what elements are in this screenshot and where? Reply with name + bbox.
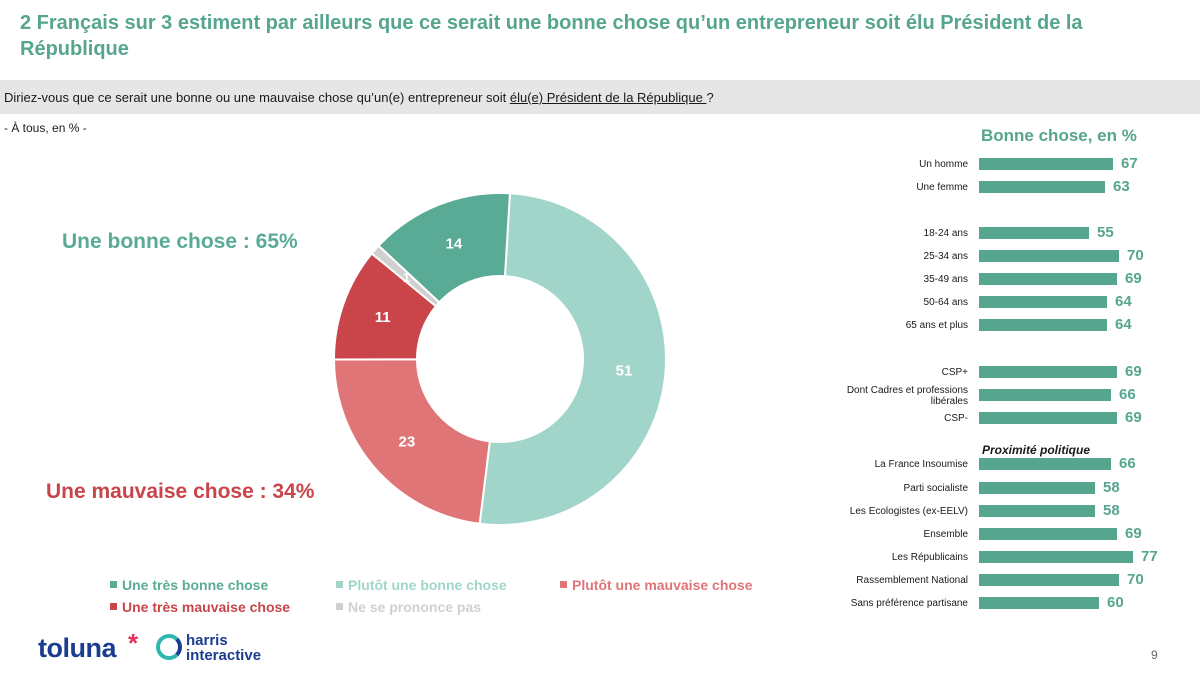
harris-interactive-logo: harris interactive: [186, 633, 261, 663]
donut-value-label-3: 1: [403, 270, 410, 285]
donut-value-label-2: 11: [375, 309, 391, 326]
harris-logo-line1: harris: [186, 632, 228, 649]
bar-category-label: Les Républicains: [891, 552, 968, 563]
bar-value-label: 70: [1127, 571, 1144, 588]
legend-item: Ne se prononce pas: [336, 599, 481, 615]
right-panel-title: Bonne chose, en %: [981, 126, 1137, 145]
page-title: 2 Français sur 3 estiment par ailleurs q…: [20, 12, 1083, 60]
bar-category-label: Ensemble: [923, 529, 968, 540]
legend-item: Plutôt une mauvaise chose: [560, 577, 753, 593]
bar-value-label: 69: [1125, 525, 1142, 542]
bar: [979, 319, 1107, 331]
bar-value-label: 70: [1127, 247, 1144, 264]
harris-ring-icon: [156, 634, 182, 660]
donut-value-label-1: 23: [399, 434, 416, 451]
question-text: Diriez-vous que ce serait une bonne ou u…: [4, 90, 714, 105]
good-total-label: Une bonne chose : 65%: [62, 230, 298, 253]
toluna-star-icon: *: [128, 628, 139, 658]
bar-value-label: 64: [1115, 316, 1132, 333]
bar-value-label: 67: [1121, 155, 1138, 172]
bar: [979, 158, 1113, 170]
legend-label: Plutôt une bonne chose: [348, 577, 507, 593]
legend-item: Une très mauvaise chose: [110, 599, 290, 615]
question-underlined: élu(e) Président de la République: [509, 90, 707, 105]
bar-category-label: Rassemblement National: [856, 575, 968, 586]
toluna-logo: toluna: [38, 633, 117, 663]
question-band: [0, 80, 1200, 114]
bar: [979, 574, 1119, 586]
base-note: - À tous, en % -: [4, 121, 87, 135]
bar-value-label: 58: [1103, 502, 1120, 519]
donut-value-label-0: 51: [616, 362, 633, 379]
legend-label: Une très mauvaise chose: [122, 599, 291, 615]
bar: [979, 482, 1095, 494]
bar: [979, 181, 1105, 193]
legend-swatch: [110, 581, 117, 588]
bar-value-label: 77: [1141, 548, 1158, 565]
bar-value-label: 63: [1113, 178, 1130, 195]
bar: [979, 273, 1117, 285]
legend-swatch: [336, 581, 343, 588]
bar-category-label: Les Ecologistes (ex-EELV): [849, 506, 968, 517]
bar-value-label: 64: [1115, 293, 1132, 310]
bar-category-label: Dont Cadres et professions libérales: [846, 385, 968, 407]
bar: [979, 412, 1117, 424]
bar-category-label: CSP+: [941, 367, 968, 378]
donut-value-label-4: 14: [445, 235, 462, 252]
bar-value-label: 58: [1103, 479, 1120, 496]
bar: [979, 389, 1111, 401]
bar-category-label: Sans préférence partisane: [850, 598, 968, 609]
bar-category-label: Un homme: [919, 159, 968, 170]
bar-category-label: La France Insoumise: [874, 459, 968, 470]
bar: [979, 528, 1117, 540]
bar: [979, 505, 1095, 517]
bar: [979, 551, 1133, 563]
bar-value-label: 66: [1119, 386, 1136, 403]
legend-swatch: [110, 603, 117, 610]
harris-logo-line2: interactive: [186, 647, 262, 664]
proximite-politique-heading: Proximité politique: [982, 443, 1091, 457]
bar-category-label: 18-24 ans: [923, 228, 968, 239]
bar-category-label: CSP-: [944, 413, 968, 424]
bar: [979, 366, 1117, 378]
bar: [979, 597, 1099, 609]
legend-label: Plutôt une mauvaise chose: [572, 577, 753, 593]
bar-category-label: 65 ans et plus: [905, 320, 968, 331]
bad-total-label: Une mauvaise chose : 34%: [46, 480, 315, 503]
bar-value-label: 66: [1119, 455, 1136, 472]
legend-item: Une très bonne chose: [110, 577, 268, 593]
bar: [979, 227, 1089, 239]
bar-value-label: 69: [1125, 409, 1142, 426]
question-prefix: Diriez-vous que ce serait une bonne ou u…: [4, 90, 510, 105]
question-suffix: ?: [706, 90, 714, 105]
legend-label: Ne se prononce pas: [348, 599, 482, 615]
legend-label: Une très bonne chose: [122, 577, 269, 593]
bar-value-label: 60: [1107, 594, 1124, 611]
legend-swatch: [336, 603, 343, 610]
bar: [979, 296, 1107, 308]
donut-slice-0: [478, 192, 667, 526]
bar-value-label: 69: [1125, 270, 1142, 287]
bar-category-label: 50-64 ans: [923, 297, 968, 308]
bar-value-label: 69: [1125, 363, 1142, 380]
bar-category-label: 25-34 ans: [923, 251, 968, 262]
donut-slice-4: [377, 192, 512, 304]
bar-category-label: Une femme: [916, 182, 968, 193]
bar-category-label: Parti socialiste: [903, 483, 968, 494]
legend-item: Plutôt une bonne chose: [336, 577, 507, 593]
bar-category-label: 35-49 ans: [923, 274, 968, 285]
donut-slice-1: [332, 358, 491, 525]
bar: [979, 250, 1119, 262]
page-number: 9: [1151, 648, 1158, 662]
legend-swatch: [560, 581, 567, 588]
bar-value-label: 55: [1097, 224, 1114, 241]
bar: [979, 458, 1111, 470]
